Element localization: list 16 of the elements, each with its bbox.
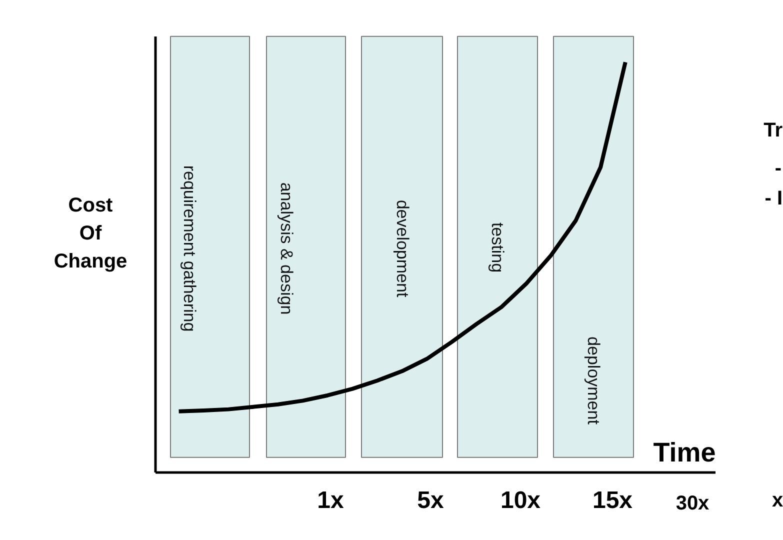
y-axis-title: Cost Of Change xyxy=(54,194,128,272)
text: 10x xyxy=(500,487,542,514)
annotation: requirement gathering xyxy=(180,165,199,332)
text: x xyxy=(772,490,783,512)
text: 5x xyxy=(417,487,444,514)
text: 1x xyxy=(317,487,344,514)
text: - xyxy=(774,158,782,180)
text: 15x xyxy=(592,487,634,514)
x-axis-title: Time xyxy=(653,438,716,468)
annotation: analysis & design xyxy=(277,182,296,315)
annotation: testing xyxy=(488,222,507,273)
annotation: deployment xyxy=(584,336,603,425)
text: - I xyxy=(764,188,783,210)
text: 30x xyxy=(676,492,710,514)
annotation: development xyxy=(393,200,412,298)
text: Tr xyxy=(764,120,783,142)
